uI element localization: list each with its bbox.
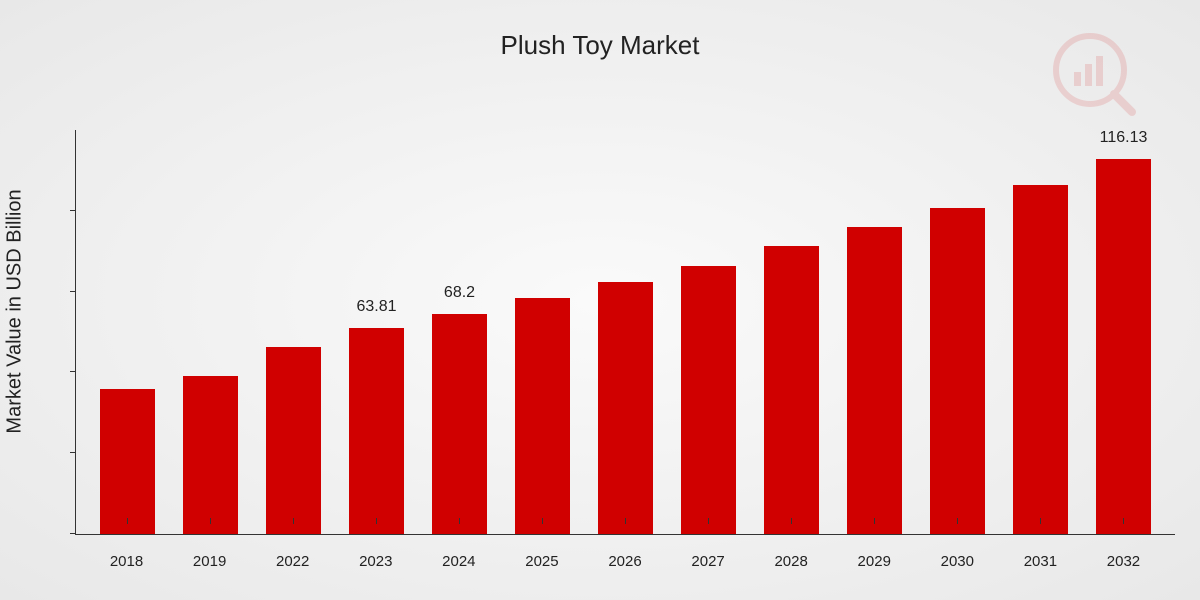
bar-wrap [750, 130, 833, 534]
x-tick-label: 2022 [251, 553, 334, 570]
bars-group: 63.81 68.2 116.13 [76, 130, 1175, 534]
bar [183, 376, 238, 534]
x-tick-label: 2029 [833, 553, 916, 570]
x-tick-label: 2032 [1082, 553, 1165, 570]
bar-wrap: 116.13 [1082, 130, 1165, 534]
bar-wrap: 68.2 [418, 130, 501, 534]
bar [349, 328, 404, 534]
bar-wrap: 63.81 [335, 130, 418, 534]
bar-wrap [916, 130, 999, 534]
bar-wrap [999, 130, 1082, 534]
bar-wrap [501, 130, 584, 534]
x-tick-label: 2028 [750, 553, 833, 570]
x-axis-ticks: 2018201920222023202420252026202720282029… [75, 553, 1175, 570]
x-tick-label: 2025 [500, 553, 583, 570]
x-tick-label: 2024 [417, 553, 500, 570]
bar [515, 298, 570, 534]
bar [266, 347, 321, 534]
x-tick-label: 2027 [667, 553, 750, 570]
plot-area: 63.81 68.2 116.13 [75, 130, 1175, 535]
bar [930, 208, 985, 534]
bar [1096, 159, 1151, 534]
bar [847, 227, 902, 534]
bar [100, 389, 155, 534]
x-tick-label: 2023 [334, 553, 417, 570]
bar-wrap [667, 130, 750, 534]
bar-wrap [584, 130, 667, 534]
bar-wrap [833, 130, 916, 534]
chart-container: Plush Toy Market Market Value in USD Bil… [0, 0, 1200, 600]
bar [598, 282, 653, 534]
bar-value-label: 63.81 [356, 298, 396, 316]
bar [432, 314, 487, 534]
chart-title: Plush Toy Market [501, 30, 700, 61]
bar [764, 246, 819, 534]
x-tick-label: 2018 [85, 553, 168, 570]
bar-value-label: 116.13 [1100, 129, 1148, 147]
x-tick-label: 2019 [168, 553, 251, 570]
x-tick-label: 2026 [583, 553, 666, 570]
bar-wrap [252, 130, 335, 534]
x-tick-label: 2031 [999, 553, 1082, 570]
bar [1013, 185, 1068, 534]
y-axis-label: Market Value in USD Billion [4, 189, 27, 433]
bar-wrap [86, 130, 169, 534]
bar-value-label: 68.2 [444, 284, 475, 302]
bar [681, 266, 736, 534]
x-tick-label: 2030 [916, 553, 999, 570]
bar-wrap [169, 130, 252, 534]
watermark-logo [1050, 30, 1140, 125]
